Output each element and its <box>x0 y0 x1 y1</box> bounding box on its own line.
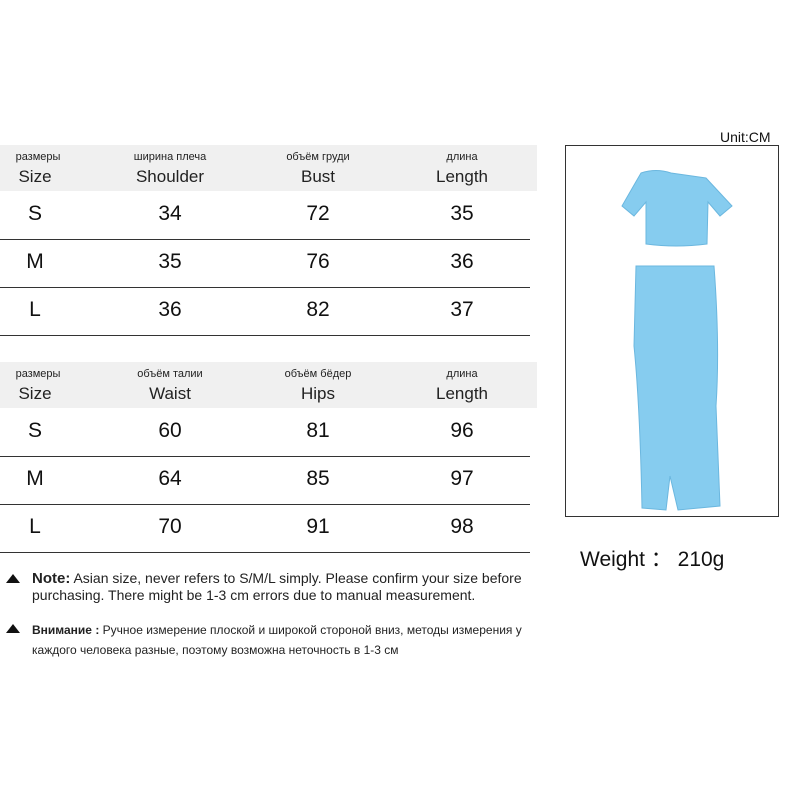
table-cell: 60 <box>158 419 182 442</box>
note-text: Ручное измерение плоской и широкой сторо… <box>32 623 522 657</box>
crop-top-shirt <box>621 170 733 247</box>
unit-label: Unit:CM <box>720 129 771 145</box>
row-divider <box>0 239 530 240</box>
header-en: Waist <box>149 384 191 403</box>
table-cell: 36 <box>450 250 474 273</box>
note-english: Note: Asian size, never refers to S/M/L … <box>32 570 547 603</box>
header-en: Size <box>18 167 52 186</box>
header-ru: ширина плеча <box>133 151 207 163</box>
table-cell: 85 <box>306 467 330 490</box>
table-cell: 97 <box>450 467 474 490</box>
header-ru: объём груди <box>286 151 350 163</box>
row-divider <box>0 335 530 336</box>
note-label: Внимание : <box>32 623 100 637</box>
table-header <box>0 362 537 408</box>
long-skirt <box>633 265 721 511</box>
table-cell: 81 <box>306 419 330 442</box>
table-cell: L <box>29 515 41 538</box>
row-divider <box>0 504 530 505</box>
header-en: Shoulder <box>135 167 205 186</box>
table-cell: M <box>26 467 44 490</box>
header-en: Length <box>436 384 488 403</box>
row-divider <box>0 287 530 288</box>
table-cell: 98 <box>450 515 474 538</box>
header-ru: размеры <box>15 151 61 163</box>
note-label: Note: <box>32 570 71 587</box>
table-cell: 96 <box>450 419 474 442</box>
header-en: Length <box>436 167 488 186</box>
table-cell: 36 <box>158 298 182 321</box>
header-en: Bust <box>300 167 336 186</box>
header-en: Hips <box>300 384 336 403</box>
table-cell: 82 <box>306 298 330 321</box>
weight-label: Weight ： 210g <box>580 548 725 571</box>
table-cell: S <box>27 419 43 442</box>
table-cell: M <box>26 250 44 273</box>
table-header <box>0 145 537 191</box>
table-cell: 70 <box>158 515 182 538</box>
table-cell: 35 <box>158 250 182 273</box>
table-cell: S <box>27 202 43 225</box>
triangle-icon <box>6 624 20 633</box>
row-divider <box>0 552 530 553</box>
table-cell: 91 <box>306 515 330 538</box>
table-cell: 72 <box>306 202 330 225</box>
header-en: Size <box>18 384 52 403</box>
table-cell: L <box>29 298 41 321</box>
note-text: Asian size, never refers to S/M/L simply… <box>32 570 522 603</box>
table-cell: 34 <box>158 202 182 225</box>
table-cell: 35 <box>450 202 474 225</box>
table-cell: 76 <box>306 250 330 273</box>
table-cell: 37 <box>450 298 474 321</box>
header-ru: объём бёдер <box>284 368 352 380</box>
header-ru: объём талии <box>137 368 203 380</box>
note-russian: Внимание : Ручное измерение плоской и ши… <box>32 620 547 660</box>
row-divider <box>0 456 530 457</box>
triangle-icon <box>6 574 20 583</box>
product-image <box>621 170 733 511</box>
header-ru: длина <box>446 368 478 380</box>
product-image-frame <box>565 145 779 517</box>
header-ru: длина <box>446 151 478 163</box>
table-cell: 64 <box>158 467 182 490</box>
header-ru: размеры <box>15 368 61 380</box>
